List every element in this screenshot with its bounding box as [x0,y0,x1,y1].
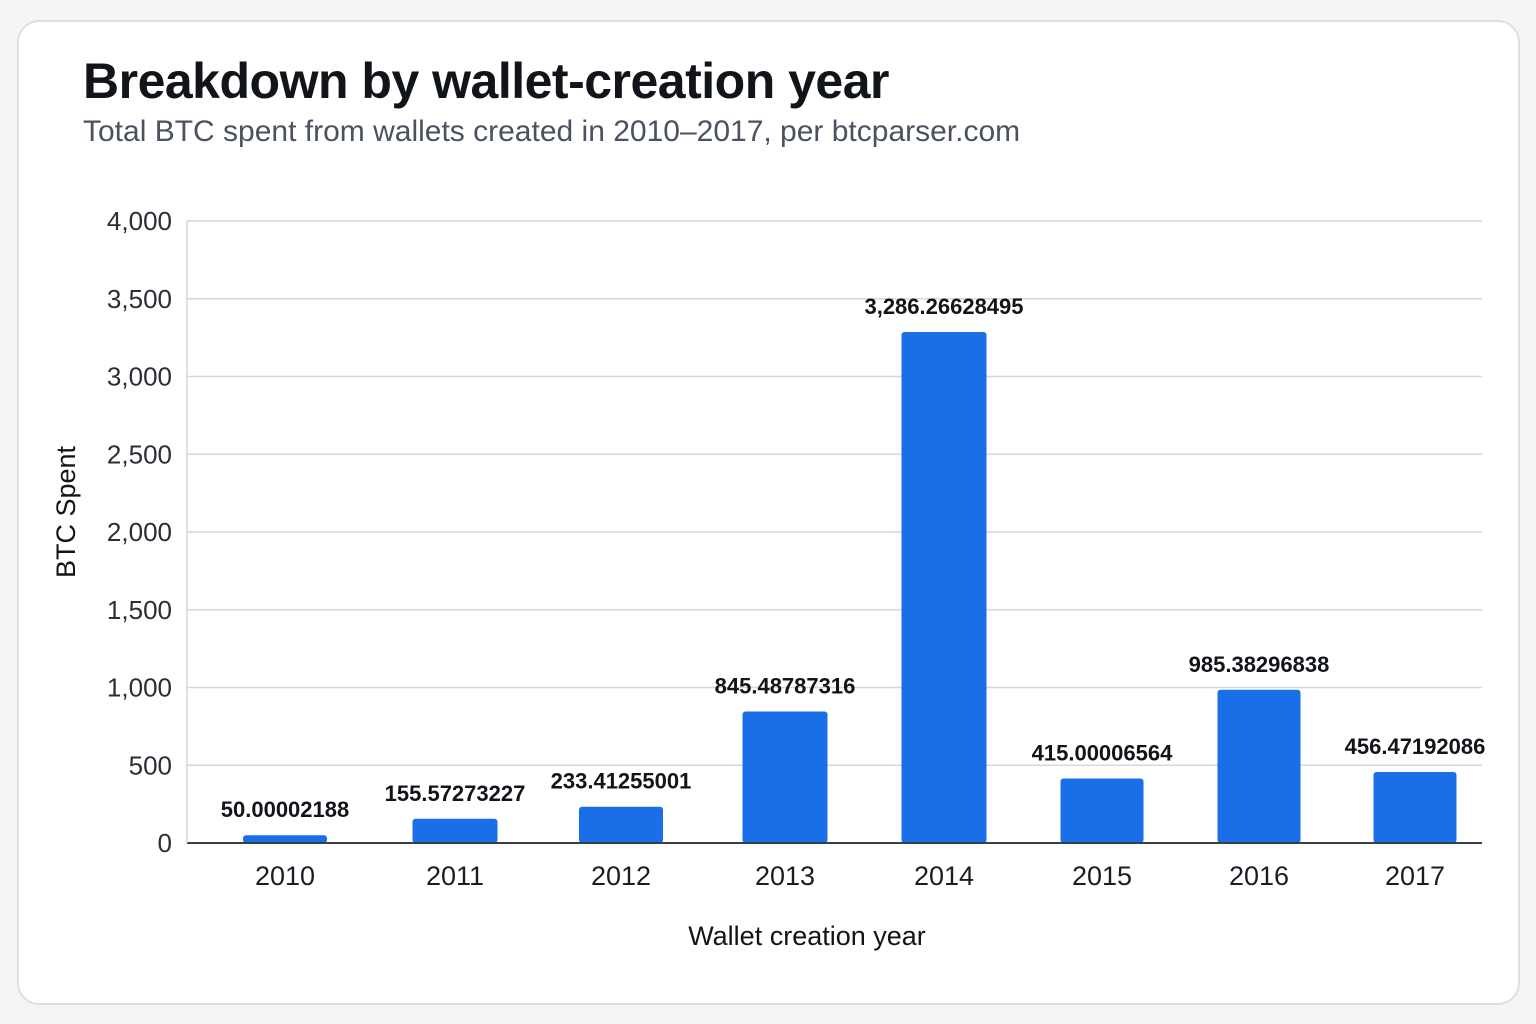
y-tick-label: 500 [129,750,172,780]
y-tick-label: 0 [158,828,172,858]
y-tick-label: 3,000 [107,362,172,392]
data-label-2016: 985.38296838 [1189,652,1330,677]
data-label-2010: 50.00002188 [221,797,349,822]
data-labels: 50.00002188 155.57273227 233.41255001 845.4… [221,294,1486,822]
y-tick-label: 2,500 [107,439,172,469]
bar-2014 [901,331,987,843]
y-tick-label: 3,500 [107,284,172,314]
bar-2010 [243,835,327,843]
bar-2013 [742,711,828,843]
data-label-2015: 415.00006564 [1032,740,1173,765]
bar-2016 [1217,689,1301,843]
bars [243,331,1457,843]
y-axis-title: BTC Spent [51,445,81,578]
chart-subtitle: Total BTC spent from wallets created in … [83,115,1021,148]
x-tick-label: 2011 [426,861,484,891]
y-tick-label: 1,000 [107,673,172,703]
data-label-2011: 155.57273227 [385,781,526,806]
y-tick-label: 1,500 [107,595,172,625]
x-axis-ticks: 2010 2011 2012 2013 2014 2015 2016 2017 [255,861,1445,891]
x-tick-label: 2017 [1385,861,1445,891]
bar-2017 [1373,772,1457,843]
x-tick-label: 2010 [255,861,315,891]
x-tick-label: 2016 [1229,861,1289,891]
bar-2011 [412,818,498,843]
x-tick-label: 2012 [591,861,651,891]
data-label-2017: 456.47192086 [1345,734,1486,759]
x-axis-title: Wallet creation year [688,921,926,951]
x-tick-label: 2015 [1072,861,1132,891]
x-tick-label: 2014 [914,861,974,891]
x-tick-label: 2013 [755,861,815,891]
chart-title: Breakdown by wallet-creation year [83,53,890,109]
y-tick-label: 4,000 [107,206,172,236]
y-tick-label: 2,000 [107,517,172,547]
data-label-2014: 3,286.26628495 [864,294,1023,319]
data-label-2012: 233.41255001 [551,769,692,794]
y-axis-ticks: 0 500 1,000 1,500 2,000 2,500 3,000 3,500 4,000 [107,206,172,858]
bar-2012 [579,806,663,843]
data-label-2013: 845.48787316 [715,674,856,699]
bar-2015 [1060,778,1144,843]
